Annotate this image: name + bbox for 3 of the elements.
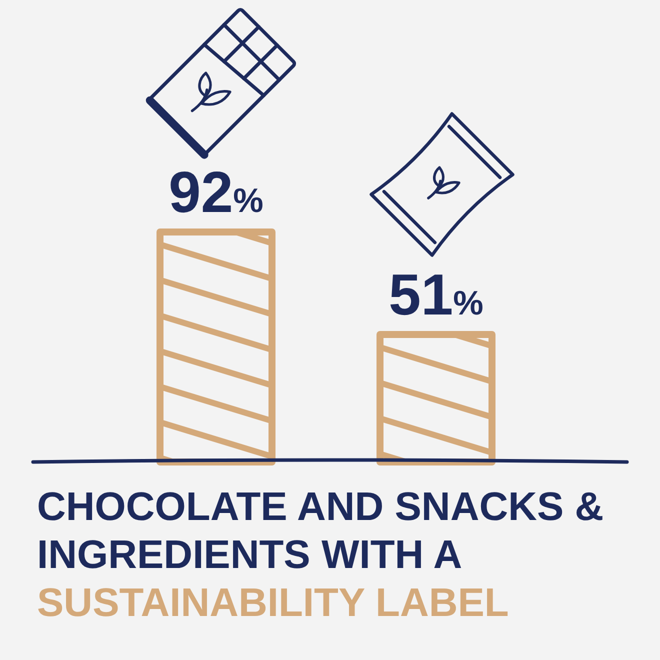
text: CHOCOLATE AND SNACKS & INGREDIENTS WITH A SUSTAINABILITY LABEL	[37, 485, 604, 625]
data-label: 51%	[388, 262, 484, 328]
data-label: 92%	[168, 160, 264, 225]
